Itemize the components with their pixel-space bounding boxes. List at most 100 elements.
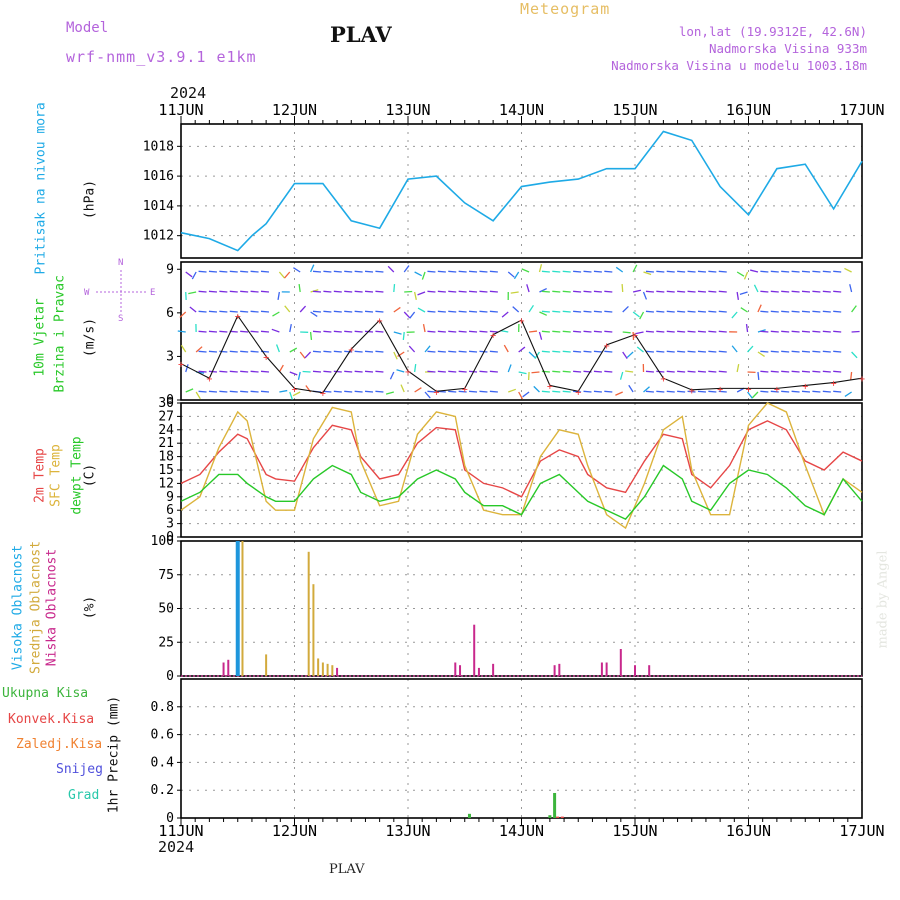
cloud-bar: [605, 662, 608, 676]
wind-arrow: [427, 330, 436, 333]
x-tick-label-bottom: 17JUN: [839, 822, 884, 840]
wind-arrow: [298, 283, 301, 293]
wind-arrow: [697, 310, 706, 313]
wind-arrow: [219, 270, 228, 273]
wind-arrow: [677, 270, 686, 273]
wind-arrow: [666, 350, 675, 353]
wind-arrow: [822, 290, 831, 293]
wind-arrow: [736, 271, 745, 277]
wind-arrow: [622, 331, 631, 334]
wind-arrow: [770, 270, 779, 273]
wind-arrow: [812, 330, 821, 333]
wind-arrow: [375, 350, 384, 353]
wind-arrow: [849, 284, 853, 293]
wind-arrow: [299, 305, 307, 313]
wind-arrow: [427, 290, 436, 293]
y-tick-label: 0: [166, 669, 174, 684]
wind-arrow: [708, 350, 717, 353]
precip-legend-total: Ukupna Kisa: [2, 686, 89, 701]
wind-arrow: [822, 370, 831, 373]
wind-arrow: [740, 307, 748, 313]
wind-arrow: [179, 311, 187, 318]
wind-arrow: [718, 350, 727, 353]
wind-arrow: [375, 290, 384, 293]
wind-arrow: [479, 330, 488, 333]
wind-gust-mark: +: [632, 331, 638, 342]
y-tick-label: 9: [166, 490, 174, 505]
wind-gust-mark: +: [831, 379, 837, 390]
wind-arrow: [781, 350, 790, 353]
y-tick-label: 0: [166, 811, 174, 826]
wind-arrow: [583, 310, 592, 313]
wind-arrow: [489, 350, 498, 353]
wind-arrow: [593, 290, 602, 293]
wind-arrow: [791, 370, 800, 373]
wind-arrow: [708, 270, 717, 273]
wind-arrow: [375, 390, 384, 393]
panel-pressure: 1012 1014 1016 1018: [143, 123, 863, 259]
wind-arrow: [333, 370, 342, 373]
y-tick-label: 1012: [143, 229, 174, 244]
wind-arrow: [770, 350, 779, 353]
wind-arrow: [333, 310, 342, 313]
compass-arrows-icon: [96, 270, 146, 312]
wind-arrow: [364, 390, 374, 393]
wind-arrow: [260, 310, 270, 313]
wind-arrow: [622, 351, 628, 359]
wind-arrow: [538, 331, 543, 340]
y-tick-label: 0: [166, 393, 174, 408]
wind-arrow: [195, 391, 201, 400]
wind-arrow: [437, 350, 446, 353]
wind-arrow: [747, 391, 753, 399]
y-tick-label: 24: [158, 423, 174, 438]
wind-gust-mark: +: [433, 387, 439, 398]
wind-arrow: [760, 310, 769, 313]
wind-arrow: [708, 370, 717, 373]
wind-arrow: [708, 310, 717, 313]
x-tick-label-bottom: 14JUN: [499, 822, 544, 840]
wind-arrow: [645, 330, 654, 333]
wind-arrow: [833, 370, 842, 373]
wind-arrow: [185, 271, 193, 278]
wind-arrow: [344, 370, 353, 373]
wind-arrow: [697, 370, 706, 373]
wind-arrow: [293, 267, 301, 273]
wind-arrow: [284, 271, 291, 279]
wind-arrow: [417, 307, 426, 313]
wind-arrow: [518, 346, 526, 353]
compass-s: S: [118, 314, 124, 324]
x-tick-label-top: 16JUN: [726, 101, 771, 119]
wind-arrow: [743, 271, 749, 280]
wind-arrow: [531, 371, 540, 374]
wind-arrow: [781, 330, 790, 333]
wind-gust-mark: +: [206, 374, 212, 385]
wind-arrow: [757, 304, 762, 313]
wind-arrow: [409, 311, 416, 319]
wind-arrow: [479, 370, 488, 373]
x-tick-label-top: 11JUN: [158, 101, 203, 119]
x-tick-label-top: 17JUN: [839, 101, 884, 119]
cloud-bar: [553, 665, 556, 676]
wind-arrow: [593, 390, 602, 393]
wind-gust-mark: +: [660, 374, 666, 385]
wind-arrow: [375, 310, 384, 313]
wind-arrow: [677, 330, 686, 333]
wind-arrow: [510, 291, 519, 294]
wind-arrow: [791, 350, 800, 353]
wind-arrow: [573, 270, 582, 273]
wind-arrow: [770, 310, 779, 313]
wind-arrow: [562, 390, 571, 393]
x-tick-label-bottom: 11JUN: [158, 822, 203, 840]
wind-arrow: [458, 370, 467, 373]
wind-arrow: [708, 390, 717, 393]
wind-arrow: [180, 344, 187, 353]
wind-arrow: [628, 384, 634, 393]
cloud-bar: [312, 584, 315, 676]
wind-arrow: [387, 265, 395, 273]
wind-arrow: [791, 290, 800, 293]
wind-arrow: [615, 391, 623, 396]
wind-arrow: [539, 311, 548, 316]
lonlat-label: lon,lat (19.9312E, 42.6N): [678, 24, 867, 39]
panel-frame: [180, 402, 863, 538]
wind-arrow: [333, 290, 342, 293]
